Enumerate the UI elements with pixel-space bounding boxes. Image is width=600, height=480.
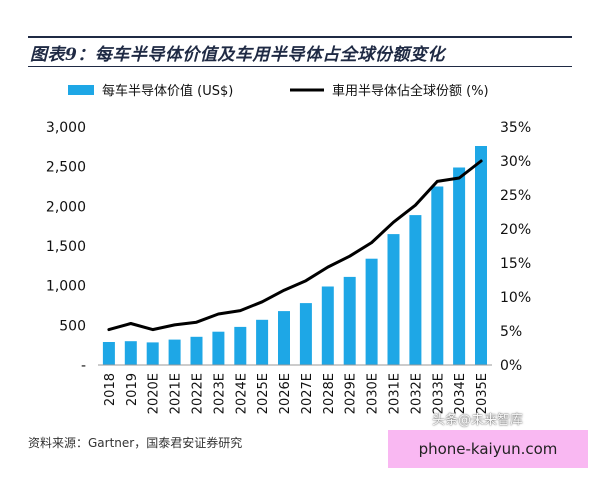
x-tick-label: 2031E bbox=[388, 373, 403, 414]
x-tick-label: 2030E bbox=[366, 373, 381, 414]
bar bbox=[278, 311, 290, 365]
y-right-tick-label: 35% bbox=[500, 120, 531, 136]
line-point bbox=[370, 241, 373, 244]
legend-line-label: 車用半导体佔全球份额 (%) bbox=[332, 83, 489, 99]
line-point bbox=[479, 159, 483, 163]
line-point bbox=[392, 221, 395, 224]
y-right-tick-label: 10% bbox=[500, 290, 531, 306]
line-point bbox=[217, 312, 220, 316]
line-point bbox=[326, 265, 329, 269]
x-tick-label: 2024E bbox=[234, 373, 249, 414]
legend-bar-label: 每车半导体价值 (US$) bbox=[102, 83, 233, 99]
line-point bbox=[414, 204, 417, 207]
line-point bbox=[195, 321, 198, 324]
y-left-tick-label: - bbox=[81, 358, 86, 374]
bar bbox=[299, 303, 312, 365]
bar bbox=[343, 276, 356, 365]
line-point bbox=[107, 328, 111, 331]
y-left-tick-label: 2,500 bbox=[46, 160, 86, 176]
y-left-tick-label: 1,000 bbox=[46, 279, 86, 295]
legend-bar-swatch bbox=[68, 85, 94, 95]
bar bbox=[256, 319, 269, 365]
line-point bbox=[151, 328, 154, 331]
x-tick-label: 2023E bbox=[212, 373, 227, 414]
chart-title: 图表9：每车半导体价值及车用半导体占全球份额变化 bbox=[30, 45, 445, 65]
bar bbox=[431, 186, 444, 365]
line-point bbox=[458, 176, 461, 180]
x-tick-label: 2034E bbox=[453, 373, 468, 414]
bar bbox=[387, 234, 400, 365]
watermark-toutiao: 头条@未来智库 bbox=[432, 413, 524, 428]
watermark-site-box: phone-kaiyun.com bbox=[388, 430, 588, 468]
y-right-tick-label: 15% bbox=[500, 256, 531, 272]
x-tick-label: 2020E bbox=[147, 373, 162, 414]
x-tick-label: 2028E bbox=[322, 373, 337, 414]
title-rule bbox=[28, 66, 572, 67]
x-tick-label: 2019 bbox=[125, 373, 140, 406]
line-point bbox=[173, 323, 176, 327]
line-point bbox=[261, 300, 264, 303]
x-tick-label: 2035E bbox=[475, 373, 490, 414]
bar bbox=[168, 339, 181, 365]
bar bbox=[124, 341, 137, 365]
y-left-tick-label: 1,500 bbox=[46, 239, 86, 255]
y-left-tick-label: 3,000 bbox=[46, 120, 86, 136]
bar bbox=[409, 215, 422, 365]
y-left-tick-label: 500 bbox=[59, 318, 86, 334]
share-line bbox=[107, 159, 483, 332]
bar bbox=[453, 167, 466, 365]
x-tick-label: 2026E bbox=[278, 373, 293, 414]
source-note: 资料来源：Gartner，国泰君安证券研究 bbox=[28, 436, 243, 450]
line-point bbox=[436, 180, 439, 183]
y-right-tick-label: 0% bbox=[500, 358, 522, 374]
bar bbox=[190, 336, 203, 365]
y-right-tick-label: 30% bbox=[500, 154, 531, 170]
bar bbox=[365, 258, 378, 365]
bar bbox=[212, 331, 225, 365]
bar bbox=[102, 342, 115, 365]
x-tick-label: 2032E bbox=[409, 373, 424, 414]
watermark-site-text: phone-kaiyun.com bbox=[418, 440, 558, 458]
line-point bbox=[348, 255, 351, 258]
line-point bbox=[239, 309, 242, 312]
line-point bbox=[282, 289, 286, 292]
line-point bbox=[304, 279, 308, 282]
x-tick-label: 2022E bbox=[191, 373, 206, 414]
bar bbox=[321, 286, 334, 365]
bar bbox=[234, 326, 247, 365]
x-tick-label: 2025E bbox=[256, 373, 271, 414]
line-point bbox=[129, 322, 132, 325]
x-tick-label: 2027E bbox=[300, 373, 315, 414]
y-left-tick-label: 2,000 bbox=[46, 199, 86, 215]
y-right-tick-label: 25% bbox=[500, 188, 531, 204]
y-right-tick-label: 5% bbox=[500, 324, 522, 340]
top-rule bbox=[28, 36, 572, 38]
bar bbox=[475, 146, 487, 365]
x-tick-label: 2033E bbox=[431, 373, 446, 414]
bar bbox=[146, 342, 159, 365]
x-tick-label: 2021E bbox=[169, 373, 184, 414]
y-right-tick-label: 20% bbox=[500, 222, 531, 238]
x-tick-label: 2029E bbox=[344, 373, 359, 414]
x-tick-label: 2018 bbox=[103, 373, 118, 406]
